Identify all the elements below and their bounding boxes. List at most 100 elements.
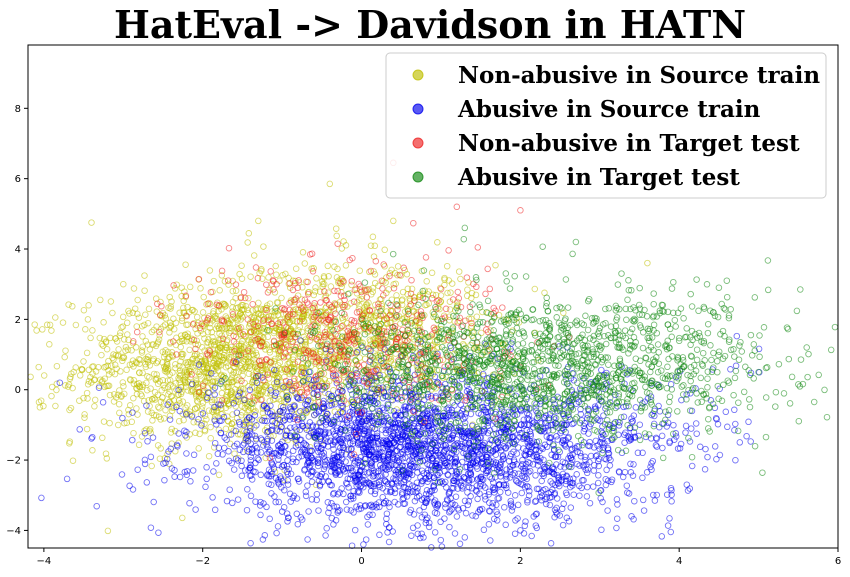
data-point (126, 376, 134, 383)
data-point (200, 380, 207, 387)
data-point (325, 289, 332, 296)
data-point (48, 327, 55, 334)
data-point (701, 466, 709, 473)
data-point (302, 488, 310, 496)
data-point (183, 333, 191, 341)
data-point (100, 418, 108, 425)
data-point (666, 515, 673, 522)
data-point (238, 275, 246, 282)
data-point (531, 285, 539, 293)
data-point (639, 496, 647, 504)
data-point (428, 544, 435, 551)
data-point (241, 404, 249, 412)
data-point (122, 343, 130, 351)
data-point (275, 395, 283, 403)
data-point (492, 261, 499, 269)
data-point (283, 389, 290, 396)
data-point (722, 408, 730, 416)
data-point (148, 462, 155, 470)
data-point (274, 311, 282, 319)
data-point (178, 353, 186, 361)
data-point (138, 347, 146, 354)
data-point (153, 371, 160, 378)
data-point (745, 418, 752, 426)
data-point (252, 407, 259, 415)
data-point (304, 536, 311, 543)
data-point (80, 358, 87, 365)
data-point (202, 360, 210, 367)
data-point (168, 425, 176, 433)
data-point (52, 314, 59, 321)
data-point (111, 361, 119, 369)
data-point (167, 305, 174, 312)
data-point (85, 366, 93, 374)
data-point (187, 388, 195, 395)
data-point (225, 448, 232, 455)
data-point (414, 530, 422, 538)
data-point (107, 362, 115, 369)
data-point (255, 299, 262, 307)
data-point (508, 507, 516, 514)
data-point (347, 300, 354, 307)
data-point (91, 396, 99, 404)
data-point (273, 375, 281, 382)
data-point (222, 325, 229, 333)
data-point (143, 426, 150, 433)
data-point (333, 232, 340, 240)
data-point (443, 262, 451, 270)
data-point (238, 364, 245, 372)
data-point (230, 466, 238, 473)
data-point (238, 262, 245, 269)
data-point (232, 369, 240, 376)
data-point (210, 277, 218, 285)
data-point (189, 467, 197, 474)
data-point (149, 417, 156, 424)
data-point (207, 423, 214, 431)
data-point (219, 410, 226, 417)
data-point (308, 478, 316, 486)
data-point (613, 515, 621, 522)
data-point (189, 356, 197, 363)
data-point (206, 324, 214, 332)
data-point (668, 498, 675, 505)
data-point (287, 424, 294, 431)
data-point (194, 404, 201, 411)
data-point (248, 314, 255, 321)
data-point (686, 438, 694, 445)
data-point (129, 436, 136, 444)
data-point (311, 288, 319, 295)
data-point (693, 430, 700, 437)
data-point (156, 332, 163, 339)
data-point (525, 416, 533, 423)
data-point (272, 395, 279, 403)
data-point (215, 397, 222, 404)
data-point (247, 539, 254, 547)
data-point (104, 527, 112, 535)
data-point (296, 323, 304, 331)
data-point (461, 534, 469, 541)
data-point (119, 323, 127, 330)
data-point (166, 416, 174, 423)
data-point (146, 402, 153, 410)
data-point (66, 406, 73, 414)
data-point (160, 381, 167, 389)
data-point (168, 440, 176, 447)
data-point (581, 453, 589, 461)
data-point (203, 416, 210, 423)
data-point (46, 341, 53, 348)
data-point (356, 267, 364, 274)
data-point (276, 277, 283, 284)
data-point (253, 386, 261, 394)
data-point (232, 287, 240, 294)
data-point (301, 260, 309, 267)
data-point (143, 479, 151, 486)
data-point (238, 345, 245, 352)
data-point (164, 451, 171, 458)
data-point (294, 520, 302, 528)
data-point (226, 486, 233, 493)
data-point (153, 308, 161, 315)
data-point (162, 347, 169, 354)
data-point (110, 391, 118, 398)
data-point (210, 444, 218, 451)
data-point (96, 334, 104, 342)
